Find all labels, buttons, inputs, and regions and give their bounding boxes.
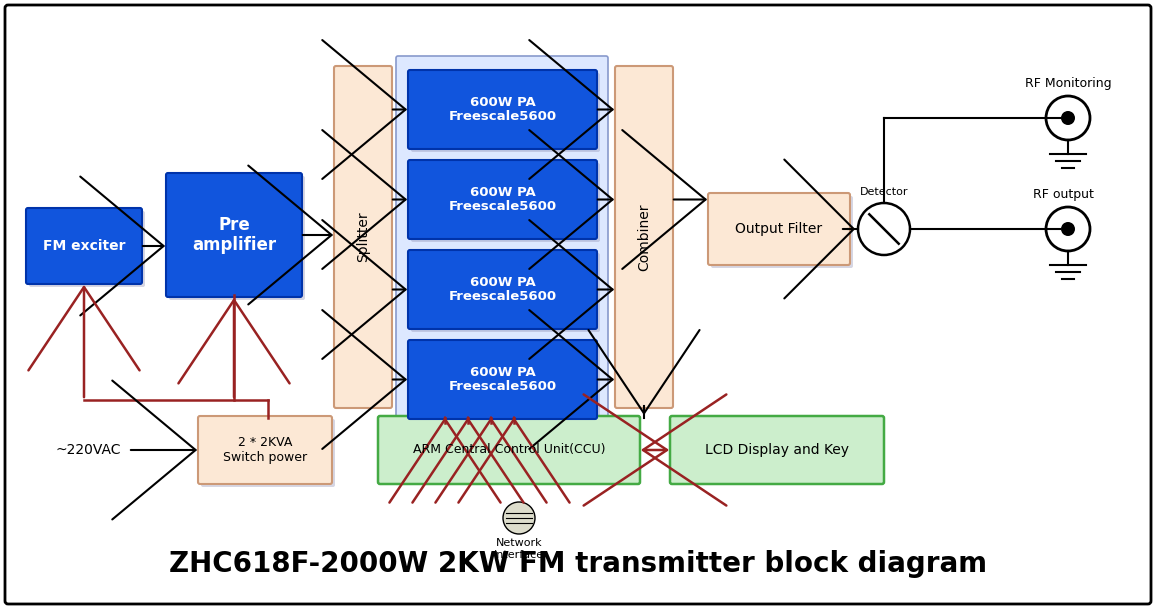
- Text: Network
Interface: Network Interface: [494, 538, 544, 560]
- Text: 600W PA
Freescale5600: 600W PA Freescale5600: [449, 365, 556, 393]
- FancyBboxPatch shape: [408, 340, 596, 419]
- FancyBboxPatch shape: [166, 173, 302, 297]
- Text: ARM Central Control Unit(CCU): ARM Central Control Unit(CCU): [413, 443, 606, 457]
- Text: Output Filter: Output Filter: [735, 222, 823, 236]
- Text: 600W PA
Freescale5600: 600W PA Freescale5600: [449, 275, 556, 303]
- Text: 600W PA
Freescale5600: 600W PA Freescale5600: [449, 96, 556, 124]
- Text: Pre
amplifier: Pre amplifier: [192, 216, 276, 255]
- Circle shape: [1061, 111, 1075, 125]
- Text: LCD Display and Key: LCD Display and Key: [705, 443, 849, 457]
- Circle shape: [503, 502, 535, 534]
- FancyBboxPatch shape: [334, 66, 392, 408]
- FancyBboxPatch shape: [201, 419, 335, 487]
- FancyBboxPatch shape: [711, 196, 853, 268]
- Text: 600W PA
Freescale5600: 600W PA Freescale5600: [449, 186, 556, 214]
- Text: ZHC618F-2000W 2KW FM transmitter block diagram: ZHC618F-2000W 2KW FM transmitter block d…: [169, 550, 987, 578]
- FancyBboxPatch shape: [169, 176, 305, 300]
- FancyBboxPatch shape: [198, 416, 332, 484]
- FancyBboxPatch shape: [412, 73, 600, 152]
- FancyBboxPatch shape: [615, 66, 673, 408]
- Text: Splitter: Splitter: [356, 212, 370, 262]
- Text: RF Monitoring: RF Monitoring: [1024, 77, 1111, 90]
- FancyBboxPatch shape: [412, 343, 600, 422]
- Text: ~220VAC: ~220VAC: [55, 443, 120, 457]
- Text: FM exciter: FM exciter: [43, 239, 125, 253]
- Circle shape: [1061, 222, 1075, 236]
- Text: 2 * 2KVA
Switch power: 2 * 2KVA Switch power: [223, 436, 307, 464]
- Text: Detector: Detector: [860, 187, 909, 197]
- FancyBboxPatch shape: [29, 211, 144, 287]
- FancyBboxPatch shape: [5, 5, 1151, 604]
- FancyBboxPatch shape: [378, 416, 640, 484]
- FancyBboxPatch shape: [412, 163, 600, 242]
- Text: Combiner: Combiner: [637, 203, 651, 271]
- FancyBboxPatch shape: [408, 70, 596, 149]
- FancyBboxPatch shape: [670, 416, 884, 484]
- FancyBboxPatch shape: [25, 208, 142, 284]
- FancyBboxPatch shape: [408, 160, 596, 239]
- Text: RF output: RF output: [1032, 188, 1094, 201]
- FancyBboxPatch shape: [412, 253, 600, 332]
- FancyBboxPatch shape: [707, 193, 850, 265]
- FancyBboxPatch shape: [408, 250, 596, 329]
- FancyBboxPatch shape: [397, 56, 608, 418]
